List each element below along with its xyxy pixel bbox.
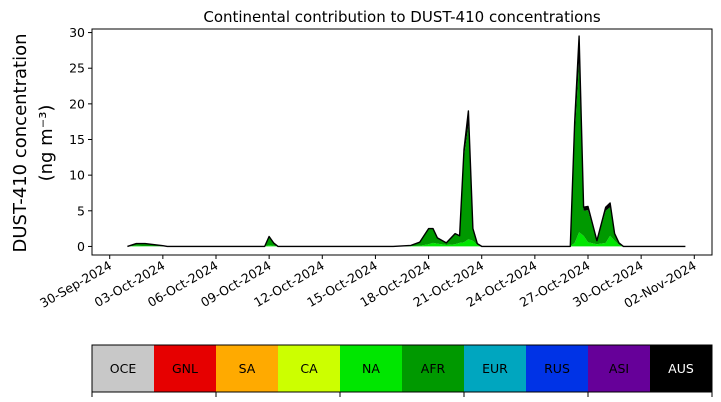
area-aus xyxy=(127,36,686,247)
y-axis-label-line2: (ng m⁻³) xyxy=(36,105,57,182)
plot-frame xyxy=(91,28,713,256)
legend-swatch-rus xyxy=(526,345,588,392)
y-axis: 0 5 10 15 20 25 30 xyxy=(69,25,92,254)
legend-swatch-eur xyxy=(464,345,526,392)
legend-swatch-asi xyxy=(588,345,650,392)
chart-title: Continental contribution to DUST-410 con… xyxy=(203,8,600,26)
legend-colorbar: OCE GNL SA CA NA AFR EUR RUS ASI AUS xyxy=(91,344,713,397)
area-afr xyxy=(127,61,686,247)
legend-label-gnl: GNL xyxy=(172,361,198,376)
y-tick-label: 5 xyxy=(77,203,85,218)
y-tick-label: 0 xyxy=(77,239,85,254)
legend-label-eur: EUR xyxy=(482,361,508,376)
y-axis-label-line1: DUST-410 concentration xyxy=(10,33,31,252)
x-axis: 30-Sep-202403-Oct-202406-Oct-202409-Oct-… xyxy=(37,255,699,311)
legend-label-oce: OCE xyxy=(110,361,137,376)
y-tick-label: 15 xyxy=(69,132,85,147)
legend-swatch-na xyxy=(340,345,402,392)
legend-swatch-ca xyxy=(278,345,340,392)
legend-swatch-oce xyxy=(92,345,154,392)
total-outline xyxy=(127,35,686,248)
plot-area xyxy=(127,35,686,248)
legend-swatch-aus xyxy=(650,345,712,392)
legend-label-na: NA xyxy=(362,361,380,376)
legend-label-aus: AUS xyxy=(668,361,694,376)
y-tick-label: 20 xyxy=(69,96,85,111)
y-tick-label: 10 xyxy=(69,168,85,183)
legend-label-asi: ASI xyxy=(609,361,629,376)
legend-label-rus: RUS xyxy=(544,361,570,376)
legend-label-afr: AFR xyxy=(421,361,446,376)
legend-frame xyxy=(91,344,713,393)
legend-swatch-afr xyxy=(402,345,464,392)
y-tick-label: 25 xyxy=(69,61,85,76)
y-tick-label: 30 xyxy=(69,25,85,40)
y-axis-label: DUST-410 concentration (ng m⁻³) xyxy=(10,33,57,252)
legend-label-ca: CA xyxy=(300,361,318,376)
legend-label-sa: SA xyxy=(239,361,256,376)
legend-swatch-sa xyxy=(216,345,278,392)
legend-swatch-gnl xyxy=(154,345,216,392)
